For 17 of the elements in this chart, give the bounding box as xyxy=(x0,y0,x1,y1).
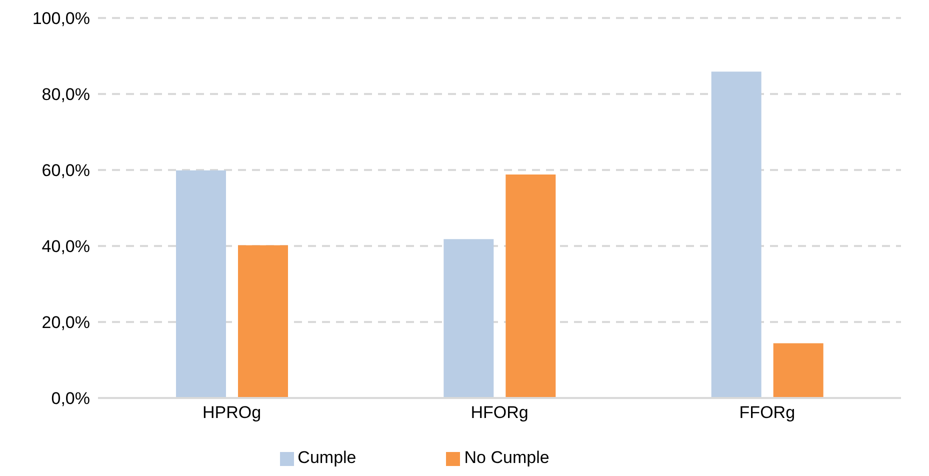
y-tick-label: 40,0% xyxy=(42,237,90,256)
y-tick-label: 60,0% xyxy=(42,161,90,180)
x-tick-label: HPROg xyxy=(202,403,262,422)
y-tick-label: 20,0% xyxy=(42,313,90,332)
x-tick-label: FFORg xyxy=(739,403,796,422)
bar xyxy=(444,239,494,398)
bar xyxy=(711,72,762,398)
bar xyxy=(506,174,556,398)
bar xyxy=(238,245,288,398)
y-tick-label: 100,0% xyxy=(32,9,90,28)
legend-label: No Cumple xyxy=(464,448,550,467)
bar xyxy=(773,343,824,398)
bar xyxy=(176,170,226,398)
y-tick-label: 0,0% xyxy=(51,389,90,408)
y-tick-label: 80,0% xyxy=(42,85,90,104)
x-tick-label: HFORg xyxy=(470,403,528,422)
legend-label: Cumple xyxy=(298,448,356,467)
